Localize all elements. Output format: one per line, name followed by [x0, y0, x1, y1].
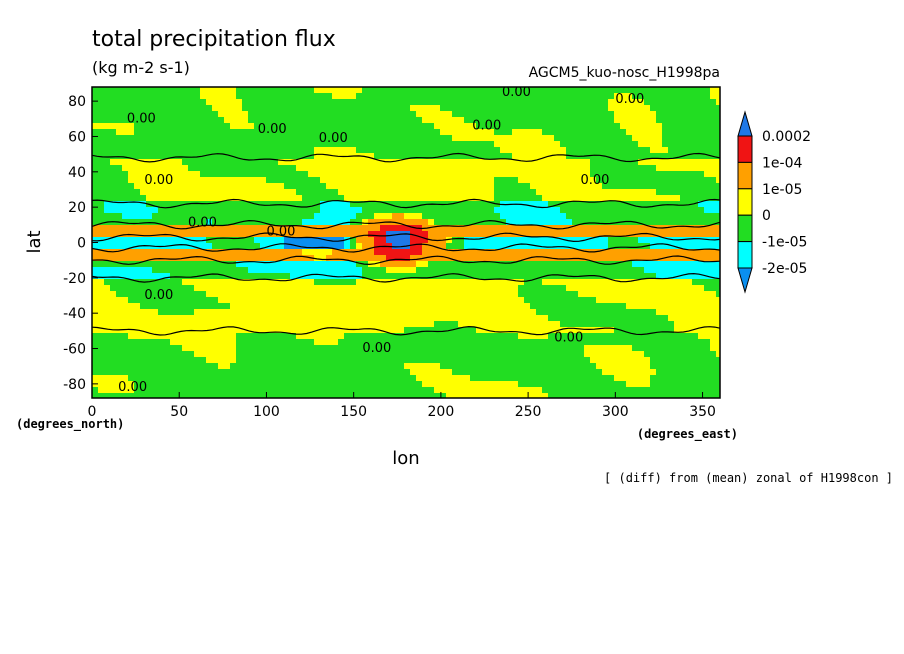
colorbar-label: 0.0002: [762, 129, 811, 145]
colorbar-swatch-min: [737, 267, 753, 294]
contour-value-label: 0.00: [580, 173, 609, 188]
colorbar-label: -2e-05: [762, 261, 807, 277]
y-tick-label: 20: [68, 200, 86, 216]
y-tick-label: -60: [63, 342, 86, 358]
y-tick-label: 60: [68, 129, 86, 145]
contour-line: [92, 198, 720, 209]
contour-line: [92, 152, 720, 163]
contour-value-label: 0.00: [554, 330, 583, 345]
colorbar-label: 0: [762, 208, 771, 224]
colorbar-swatch-max: [737, 110, 753, 137]
contour-value-label: 0.00: [502, 85, 531, 100]
x-tick-label: 50: [170, 404, 188, 420]
x-axis: 0 50 100 150 200 250 300 350: [88, 392, 716, 420]
y-tick-label: 0: [77, 236, 86, 252]
colorbar-swatch: [737, 188, 753, 216]
y-axis-label: lat: [24, 230, 45, 253]
contour-value-label: 0.00: [118, 380, 147, 395]
y-axis-unit: (degrees_north): [16, 417, 124, 432]
x-axis-label: lon: [392, 448, 419, 469]
contour-labels: 0.00 0.00 0.00 0.00 0.00 0.00 0.00 0.00 0.00 0.00…: [118, 85, 644, 395]
contour-value-label: 0.00: [258, 122, 287, 137]
x-tick-label: 250: [515, 404, 542, 420]
contour-line: [92, 219, 720, 230]
y-tick-label: -20: [63, 271, 86, 287]
contour-value-label: 0.00: [362, 341, 391, 356]
chart-subtitle: (kg m-2 s-1): [92, 58, 190, 77]
y-axis: -80 -60 -40 -20 0 20 40 60 80: [63, 94, 98, 393]
y-tick-label: -40: [63, 306, 86, 322]
colorbar-label: -1e-05: [762, 235, 807, 251]
footnote: [ (diff) from (mean) zonal of H1998con ]: [604, 471, 893, 485]
contour-line: [92, 272, 720, 283]
colorbar-swatch: [737, 214, 753, 243]
contour-field: [92, 87, 720, 398]
contour-line: [92, 325, 720, 336]
x-axis-unit: (degrees_east): [637, 427, 738, 442]
colorbar-swatch: [737, 241, 753, 269]
run-label: AGCM5_kuo-nosc_H1998pa: [529, 65, 720, 81]
contour-value-label: 0.00: [266, 224, 295, 239]
contour-line: [92, 232, 720, 243]
colorbar-legend: 0.0002 1e-04 1e-05 0 -1e-05 -2e-05: [737, 110, 811, 294]
contour-value-label: 0.00: [188, 216, 217, 231]
x-tick-label: 100: [253, 404, 280, 420]
x-tick-label: 150: [340, 404, 367, 420]
contour-value-label: 0.00: [615, 92, 644, 107]
contour-value-label: 0.00: [144, 173, 173, 188]
colorbar-label: 1e-04: [762, 155, 802, 171]
x-tick-label: 200: [428, 404, 455, 420]
contour-line: [92, 255, 720, 266]
contour-line: [92, 243, 720, 253]
x-tick-label: 300: [602, 404, 629, 420]
y-tick-label: 40: [68, 165, 86, 181]
chart-title: total precipitation flux: [92, 27, 336, 52]
contour-value-label: 0.00: [144, 288, 173, 303]
colorbar-label: 1e-05: [762, 182, 802, 198]
contour-value-label: 0.00: [127, 111, 156, 126]
x-tick-label: 350: [689, 404, 716, 420]
y-tick-label: -80: [63, 377, 86, 393]
contour-value-label: 0.00: [319, 131, 348, 146]
contour-value-label: 0.00: [472, 118, 501, 133]
x-tick-label: 0: [88, 404, 97, 420]
colorbar-swatch: [737, 135, 753, 163]
y-tick-label: 80: [68, 94, 86, 110]
colorbar-swatch: [737, 161, 753, 190]
